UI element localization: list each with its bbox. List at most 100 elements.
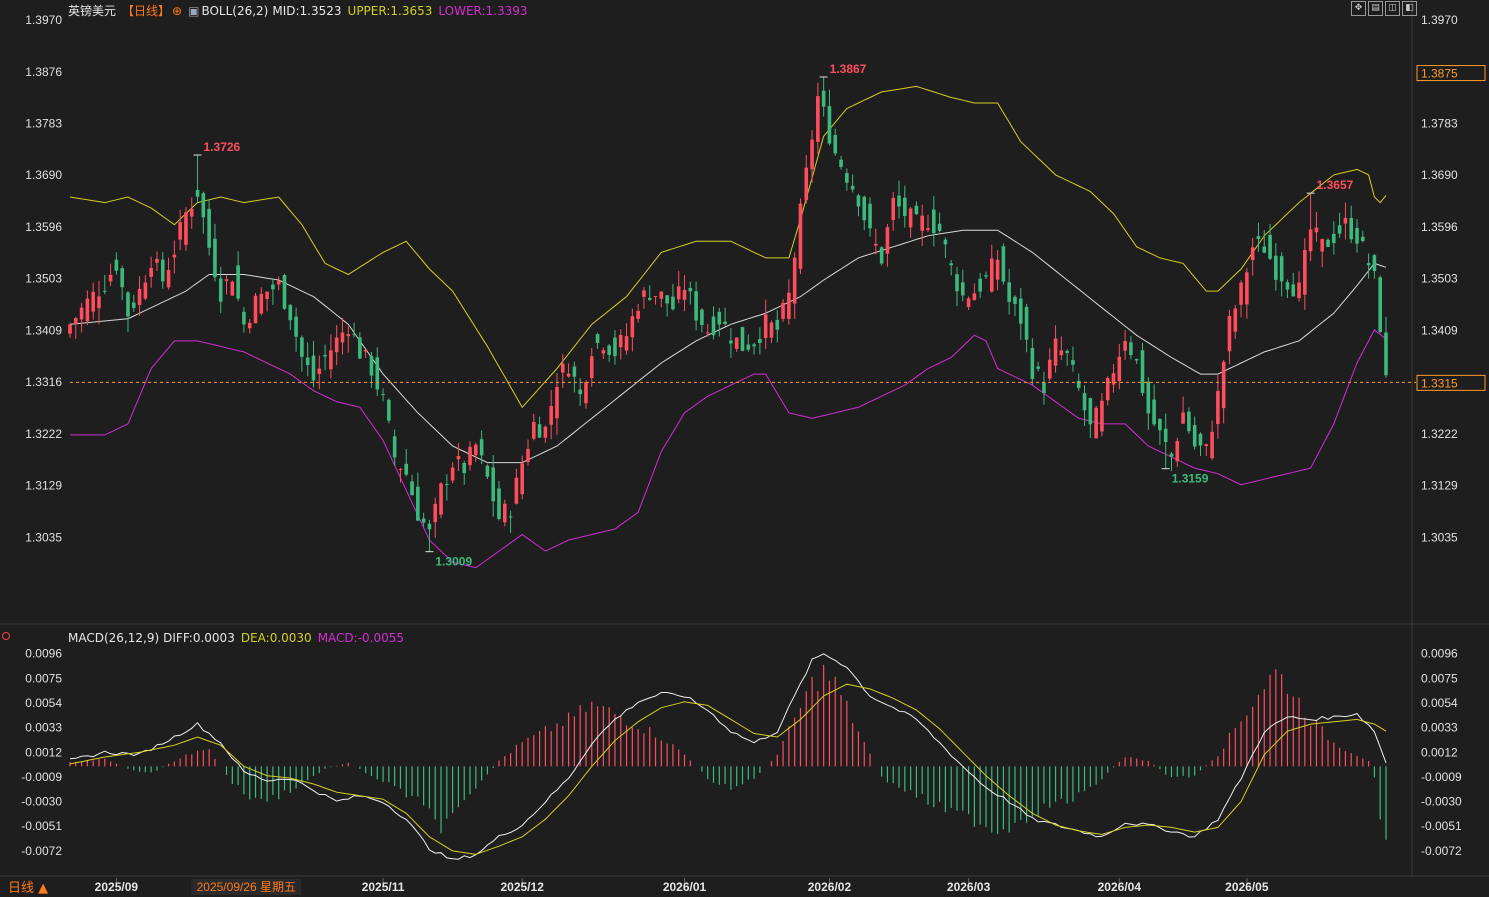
candle bbox=[1192, 425, 1197, 447]
candle bbox=[688, 287, 693, 292]
price-tick-left: 1.3503 bbox=[25, 271, 62, 285]
candle bbox=[1076, 380, 1081, 388]
time-label: 2025/09 bbox=[95, 880, 139, 894]
candle bbox=[421, 518, 426, 523]
candle bbox=[647, 297, 652, 300]
candle bbox=[1059, 350, 1064, 356]
candle bbox=[932, 209, 936, 234]
candle bbox=[334, 337, 339, 353]
candles[interactable]: 1.3726 1.3009 1.3867 1.3159 1.3657 bbox=[68, 62, 1388, 569]
candle bbox=[155, 258, 159, 263]
candle bbox=[665, 295, 669, 304]
price-tick-left: 1.3129 bbox=[25, 478, 62, 492]
candle bbox=[323, 354, 327, 357]
crosshair-icon[interactable]: ✥ bbox=[1351, 1, 1366, 16]
candle bbox=[1001, 246, 1006, 282]
candle bbox=[885, 227, 890, 254]
candle bbox=[276, 280, 281, 285]
candle bbox=[903, 197, 907, 216]
price-tick-right: 1.3690 bbox=[1421, 168, 1458, 182]
price-tick-right: 1.3222 bbox=[1421, 427, 1458, 441]
candle bbox=[253, 295, 258, 324]
last-price-box bbox=[1416, 374, 1486, 391]
macd-label: MACD(26,12,9) bbox=[68, 631, 160, 645]
candle bbox=[1152, 399, 1156, 425]
candle bbox=[503, 503, 507, 523]
cursor-date-box bbox=[191, 879, 302, 895]
candle bbox=[195, 189, 200, 197]
candle bbox=[734, 337, 739, 349]
grid-icon[interactable]: ▤ bbox=[1368, 1, 1383, 16]
macd-tick-left: 0.0012 bbox=[25, 745, 62, 759]
time-label: 2026/01 bbox=[663, 880, 707, 894]
price-tick-left: 1.3596 bbox=[25, 220, 62, 234]
candle bbox=[137, 288, 142, 305]
period-selector[interactable]: 日线 ▲ bbox=[8, 881, 49, 896]
candle bbox=[560, 363, 565, 373]
candle bbox=[265, 291, 269, 299]
candle bbox=[1140, 350, 1145, 393]
candle bbox=[514, 477, 519, 504]
candle bbox=[595, 334, 600, 344]
macd-panel[interactable] bbox=[69, 653, 1387, 860]
candle bbox=[369, 355, 374, 376]
candle bbox=[856, 195, 861, 207]
cursor-date-label: 2025/09/26 星期五 bbox=[197, 880, 296, 894]
candle bbox=[874, 243, 878, 246]
candle bbox=[1018, 298, 1023, 324]
candle bbox=[1175, 441, 1180, 462]
candle bbox=[1013, 296, 1017, 304]
candle bbox=[659, 291, 664, 299]
candle bbox=[1071, 360, 1075, 365]
candle bbox=[618, 334, 623, 348]
candle bbox=[700, 309, 704, 325]
candle bbox=[474, 444, 478, 456]
candle bbox=[1024, 306, 1029, 340]
settings-icon[interactable]: ⊕ bbox=[172, 4, 183, 18]
extreme-label: 1.3867 bbox=[830, 62, 867, 76]
candle bbox=[1349, 217, 1354, 240]
candle bbox=[821, 90, 826, 107]
candle bbox=[352, 333, 356, 335]
boll-lower-line bbox=[70, 329, 1387, 569]
candle bbox=[300, 337, 304, 357]
macd-tick-left: 0.0033 bbox=[25, 721, 62, 735]
macd-toggle-icon[interactable] bbox=[2, 632, 10, 640]
axes: 1.39701.39701.38761.38761.37831.37831.36… bbox=[21, 13, 1486, 895]
window-tools: ✥ ▤ ◫ ◧ bbox=[1351, 1, 1417, 16]
candle bbox=[1210, 431, 1214, 459]
candle bbox=[584, 382, 588, 404]
candle bbox=[868, 203, 872, 229]
candle bbox=[85, 298, 90, 322]
candle bbox=[1250, 247, 1255, 261]
price-tick-right: 1.3035 bbox=[1421, 530, 1458, 544]
candle bbox=[468, 446, 472, 466]
price-tick-left: 1.3035 bbox=[25, 530, 62, 544]
boll-lower: LOWER:1.3393 bbox=[438, 4, 528, 18]
boll-label: BOLL(26,2) bbox=[201, 4, 269, 18]
candle bbox=[1123, 341, 1127, 351]
candle bbox=[1117, 356, 1122, 382]
candle bbox=[636, 310, 640, 319]
candle bbox=[1326, 239, 1330, 247]
macd-diff: DIFF:0.0003 bbox=[163, 631, 235, 645]
candle bbox=[543, 426, 548, 438]
candle bbox=[682, 289, 687, 300]
symbol-label: 英镑美元 bbox=[68, 4, 117, 18]
candle bbox=[462, 462, 467, 474]
candle bbox=[381, 394, 385, 396]
candle bbox=[879, 247, 884, 264]
candle bbox=[601, 350, 606, 354]
candle bbox=[1361, 236, 1365, 241]
candle bbox=[508, 516, 513, 518]
period-tag[interactable]: 【日线】 bbox=[122, 4, 171, 18]
layout-icon[interactable]: ◫ bbox=[1385, 1, 1400, 16]
candle bbox=[1279, 256, 1284, 282]
candle bbox=[589, 356, 594, 379]
candle bbox=[1372, 255, 1377, 272]
indicator-icon[interactable]: ▣ bbox=[188, 4, 200, 18]
candle bbox=[653, 296, 658, 298]
candle bbox=[949, 263, 953, 266]
split-icon[interactable]: ◧ bbox=[1402, 1, 1417, 16]
